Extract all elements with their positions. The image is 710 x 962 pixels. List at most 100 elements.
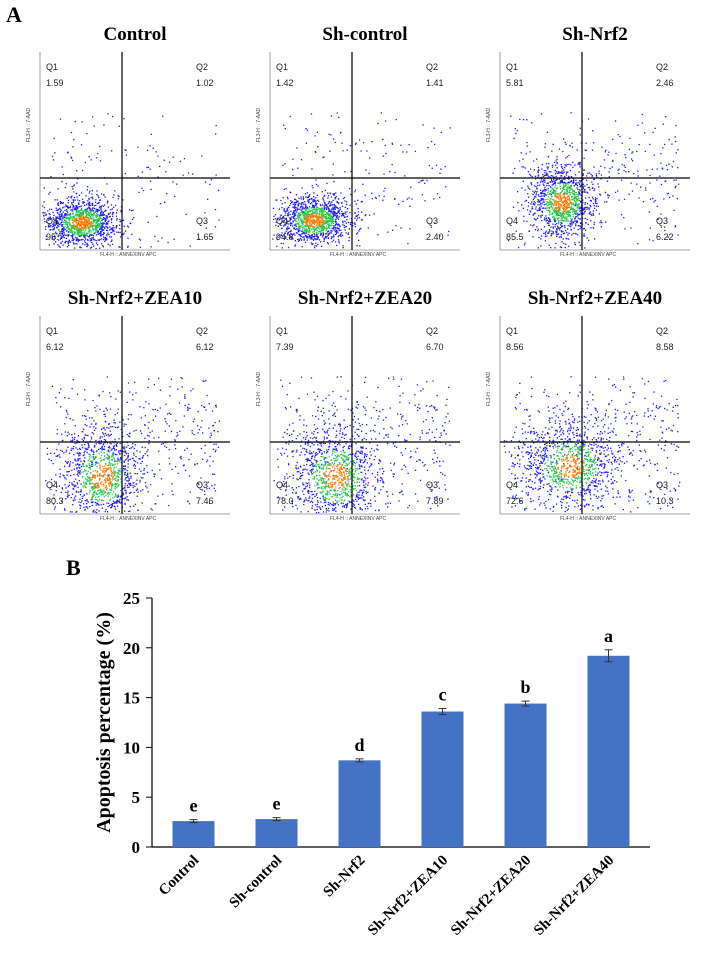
quadrant-percent: 2.40	[426, 232, 444, 242]
quadrant-percent: 1.02	[196, 78, 214, 88]
x-axis-caption: FL4-H :: ANNEXINV APC	[560, 252, 617, 258]
quadrant-label: Q1	[46, 62, 59, 72]
flow-panel-title: Sh-control	[322, 24, 408, 45]
quadrant-percent: 95.7	[46, 232, 64, 242]
quadrant-percent: 8.58	[656, 342, 674, 352]
y-tick-label: 25	[123, 589, 140, 608]
quadrant-label: Q4	[506, 480, 519, 490]
dot-plot-canvas	[499, 316, 690, 515]
quadrant-label: Q1	[276, 62, 289, 72]
quadrant-label: Q1	[506, 326, 519, 336]
significance-letter: b	[520, 677, 530, 697]
quadrant-label: Q2	[196, 62, 209, 72]
bar	[587, 655, 630, 847]
quadrant-percent: 2.46	[656, 78, 674, 88]
x-tick-label: Control	[156, 853, 202, 899]
y-axis-caption: FL3-H :: 7-AAD	[256, 371, 263, 407]
quadrant-label: Q3	[196, 480, 209, 490]
y-axis-title: Apoptosis percentage (%)	[93, 612, 115, 833]
quadrant-percent: 10.3	[656, 496, 674, 506]
quadrant-percent: 7.46	[196, 496, 214, 506]
quadrant-label: Q2	[196, 326, 209, 336]
quadrant-percent: 1.59	[46, 78, 64, 88]
quadrant-percent: 6.70	[426, 342, 444, 352]
quadrant-label: Q2	[426, 326, 439, 336]
dot-plot-canvas	[269, 52, 460, 251]
x-tick-label: Sh-Nrf2+ZEA10	[365, 853, 451, 939]
event-dots	[272, 112, 451, 249]
quadrant-label: Q3	[426, 216, 439, 226]
x-axis-caption: FL4-H :: ANNEXINV APC	[560, 516, 617, 522]
quadrant-label: Q1	[506, 62, 519, 72]
quadrant-label: Q1	[46, 326, 59, 336]
flow-panel-title: Sh-Nrf2+ZEA10	[67, 288, 203, 309]
quadrant-label: Q4	[276, 216, 289, 226]
y-axis-caption: FL3-H :: 7-AAD	[26, 107, 33, 143]
panel-letter-a: A	[6, 2, 22, 27]
dot-plot-canvas	[269, 316, 460, 515]
quadrant-label: Q3	[426, 480, 439, 490]
bar	[421, 711, 464, 847]
y-axis-caption: FL3-H :: 7-AAD	[486, 371, 493, 407]
y-tick-label: 20	[123, 639, 140, 658]
apoptosis-bar-chart: 0 5 10 15 20 25 Apoptosis percentage (%) e Contr…	[93, 589, 650, 939]
bar	[172, 821, 215, 847]
significance-letter: d	[354, 735, 364, 755]
flow-panel-title: Sh-Nrf2+ZEA40	[527, 288, 663, 309]
event-dots	[42, 113, 220, 250]
quadrant-percent: 7.89	[426, 496, 444, 506]
x-axis-caption: FL4-H :: ANNEXINV APC	[100, 516, 157, 522]
flow-panel-title: Control	[103, 24, 167, 45]
y-tick-label: 10	[123, 738, 140, 757]
x-tick-label: Sh-control	[226, 853, 285, 912]
event-dots	[273, 376, 451, 514]
bar	[338, 760, 381, 847]
y-tick-label: 5	[132, 788, 141, 807]
dot-plot-canvas	[39, 52, 230, 251]
flow-dot-plot: Q1 8.56 Q2 8.58 Q3 10.3 Q4 72.6 FL4-H :: ANNEXIN…	[486, 316, 690, 524]
x-axis-caption: FL4-H :: ANNEXINV APC	[330, 516, 387, 522]
x-axis-caption: FL4-H :: ANNEXINV APC	[100, 252, 157, 258]
quadrant-label: Q3	[656, 216, 669, 226]
y-tick-label: 0	[132, 838, 141, 857]
significance-letter: a	[604, 626, 613, 646]
quadrant-label: Q4	[46, 216, 59, 226]
x-tick-label: Sh-Nrf2+ZEA20	[448, 853, 534, 939]
event-dots	[507, 112, 680, 249]
dot-plot-canvas	[39, 316, 230, 515]
bar	[504, 703, 547, 847]
quadrant-label: Q4	[46, 480, 59, 490]
quadrant-percent: 6.12	[46, 342, 64, 352]
bar	[255, 819, 298, 847]
y-axis-caption: FL3-H :: 7-AAD	[26, 371, 33, 407]
quadrant-label: Q1	[276, 326, 289, 336]
quadrant-percent: 7.39	[276, 342, 294, 352]
quadrant-percent: 94.8	[276, 232, 294, 242]
quadrant-percent: 1.42	[276, 78, 294, 88]
flow-panel-title: Sh-Nrf2+ZEA20	[297, 288, 433, 309]
event-dots	[45, 376, 220, 514]
quadrant-percent: 78.0	[276, 496, 294, 506]
y-axis-caption: FL3-H :: 7-AAD	[256, 107, 263, 143]
quadrant-label: Q3	[196, 216, 209, 226]
quadrant-label: Q2	[426, 62, 439, 72]
flow-dot-plot: Q1 5.81 Q2 2.46 Q3 6.22 Q4 85.5 FL4-H :: ANNEXIN…	[486, 52, 690, 260]
y-tick-label: 15	[123, 689, 140, 708]
quadrant-label: Q4	[276, 480, 289, 490]
significance-letter: c	[439, 685, 447, 705]
significance-letter: e	[273, 794, 281, 814]
x-axis-caption: FL4-H :: ANNEXINV APC	[330, 252, 387, 258]
quadrant-percent: 72.6	[506, 496, 524, 506]
x-tick-label: Sh-Nrf2	[320, 853, 368, 901]
quadrant-percent: 1.65	[196, 232, 214, 242]
event-dots	[503, 376, 681, 513]
quadrant-percent: 6.12	[196, 342, 214, 352]
quadrant-percent: 1.41	[426, 78, 444, 88]
quadrant-percent: 80.3	[46, 496, 64, 506]
quadrant-label: Q3	[656, 480, 669, 490]
flow-panel-title: Sh-Nrf2	[562, 24, 628, 45]
